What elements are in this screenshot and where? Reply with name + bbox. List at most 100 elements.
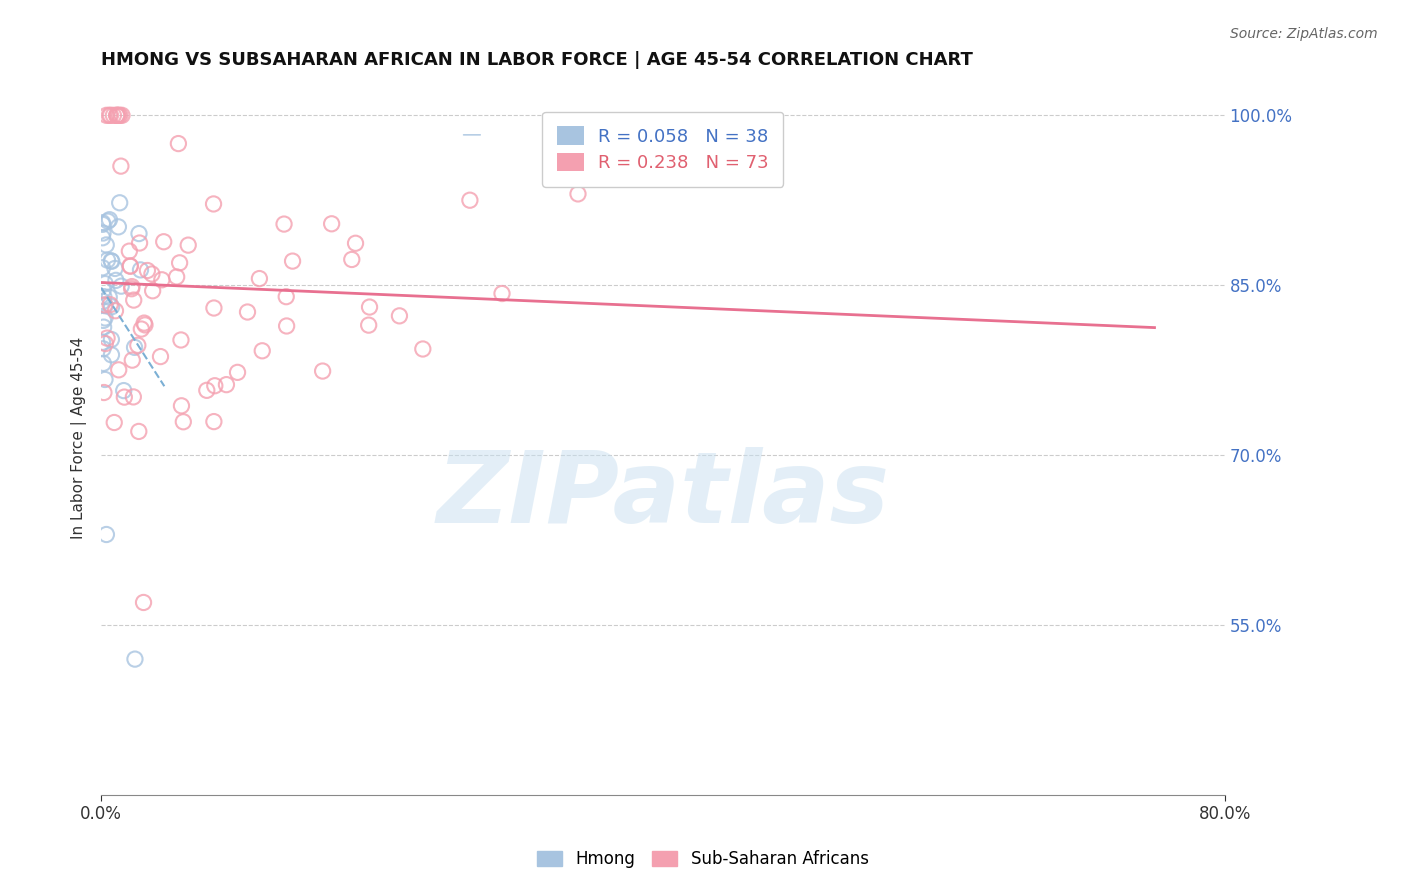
Sub-Saharan Africans [94, 336, 117, 351]
Hmong [108, 195, 131, 210]
Sub-Saharan Africans [273, 217, 295, 231]
Hmong [91, 335, 114, 350]
Hmong [100, 253, 122, 268]
Sub-Saharan Africans [226, 365, 249, 379]
Sub-Saharan Africans [111, 108, 134, 122]
Text: HMONG VS SUBSAHARAN AFRICAN IN LABOR FORCE | AGE 45-54 CORRELATION CHART: HMONG VS SUBSAHARAN AFRICAN IN LABOR FOR… [101, 51, 973, 69]
Hmong [93, 313, 115, 327]
Sub-Saharan Africans [204, 378, 226, 392]
Sub-Saharan Africans [311, 364, 333, 378]
Hmong [129, 263, 152, 277]
Sub-Saharan Africans [170, 399, 193, 413]
Sub-Saharan Africans [96, 331, 118, 345]
Sub-Saharan Africans [142, 284, 165, 298]
Sub-Saharan Africans [100, 108, 122, 122]
Sub-Saharan Africans [121, 282, 143, 296]
Text: ZIPatlas: ZIPatlas [436, 447, 890, 544]
Sub-Saharan Africans [134, 316, 156, 330]
Sub-Saharan Africans [169, 256, 191, 270]
Hmong [91, 226, 114, 240]
Legend: Hmong, Sub-Saharan Africans: Hmong, Sub-Saharan Africans [530, 844, 876, 875]
Hmong [98, 290, 121, 304]
Hmong [110, 279, 132, 293]
Hmong [100, 254, 122, 268]
Sub-Saharan Africans [215, 377, 238, 392]
Hmong [91, 260, 114, 275]
Sub-Saharan Africans [152, 235, 174, 249]
Sub-Saharan Africans [134, 318, 156, 332]
Hmong [100, 348, 122, 362]
Sub-Saharan Africans [458, 193, 481, 207]
Sub-Saharan Africans [166, 269, 188, 284]
Sub-Saharan Africans [96, 108, 118, 122]
Sub-Saharan Africans [127, 338, 149, 352]
Sub-Saharan Africans [202, 301, 225, 315]
Hmong [128, 227, 150, 241]
Hmong [112, 384, 135, 398]
Hmong [93, 320, 115, 334]
Hmong [94, 372, 117, 386]
Sub-Saharan Africans [344, 236, 367, 251]
Sub-Saharan Africans [98, 298, 121, 312]
Sub-Saharan Africans [388, 309, 411, 323]
Hmong [93, 290, 115, 304]
Sub-Saharan Africans [167, 136, 190, 151]
Hmong [100, 333, 122, 347]
Sub-Saharan Africans [104, 303, 127, 318]
Sub-Saharan Africans [236, 305, 259, 319]
Sub-Saharan Africans [105, 108, 128, 122]
Sub-Saharan Africans [105, 108, 128, 122]
Sub-Saharan Africans [122, 293, 145, 307]
Sub-Saharan Africans [321, 217, 343, 231]
Hmong [91, 218, 114, 232]
Sub-Saharan Africans [177, 238, 200, 252]
Hmong [94, 277, 117, 291]
Sub-Saharan Africans [120, 259, 142, 273]
Sub-Saharan Africans [141, 267, 163, 281]
Sub-Saharan Africans [103, 416, 125, 430]
Text: Source: ZipAtlas.com: Source: ZipAtlas.com [1230, 27, 1378, 41]
Hmong [93, 356, 115, 370]
Sub-Saharan Africans [128, 235, 150, 250]
Sub-Saharan Africans [93, 298, 115, 312]
Sub-Saharan Africans [132, 595, 155, 609]
Sub-Saharan Africans [131, 322, 153, 336]
Sub-Saharan Africans [93, 385, 115, 400]
Hmong [91, 231, 114, 245]
Hmong [124, 652, 146, 666]
Sub-Saharan Africans [108, 108, 131, 122]
Sub-Saharan Africans [202, 415, 225, 429]
Sub-Saharan Africans [412, 342, 434, 356]
Sub-Saharan Africans [276, 290, 298, 304]
Sub-Saharan Africans [107, 363, 129, 377]
Sub-Saharan Africans [120, 259, 142, 273]
Hmong [104, 261, 127, 276]
Hmong [91, 294, 114, 309]
Sub-Saharan Africans [98, 108, 121, 122]
Sub-Saharan Africans [170, 333, 193, 347]
Sub-Saharan Africans [340, 252, 363, 267]
Sub-Saharan Africans [195, 384, 218, 398]
Hmong [91, 216, 114, 230]
Hmong [94, 299, 117, 313]
Hmong [96, 253, 118, 268]
Sub-Saharan Africans [252, 343, 274, 358]
Sub-Saharan Africans [136, 263, 159, 277]
Sub-Saharan Africans [491, 286, 513, 301]
Sub-Saharan Africans [107, 108, 129, 122]
Sub-Saharan Africans [202, 197, 225, 211]
Sub-Saharan Africans [121, 279, 143, 293]
Sub-Saharan Africans [172, 415, 194, 429]
Sub-Saharan Africans [122, 390, 145, 404]
Hmong [97, 214, 120, 228]
Legend: R = 0.058   N = 38, R = 0.238   N = 73: R = 0.058 N = 38, R = 0.238 N = 73 [543, 112, 783, 186]
Hmong [124, 340, 146, 354]
Hmong [107, 219, 129, 234]
Sub-Saharan Africans [359, 300, 381, 314]
Hmong [91, 283, 114, 297]
Sub-Saharan Africans [118, 244, 141, 259]
Sub-Saharan Africans [276, 318, 298, 333]
Sub-Saharan Africans [128, 425, 150, 439]
Sub-Saharan Africans [107, 108, 129, 122]
Hmong [100, 300, 122, 314]
